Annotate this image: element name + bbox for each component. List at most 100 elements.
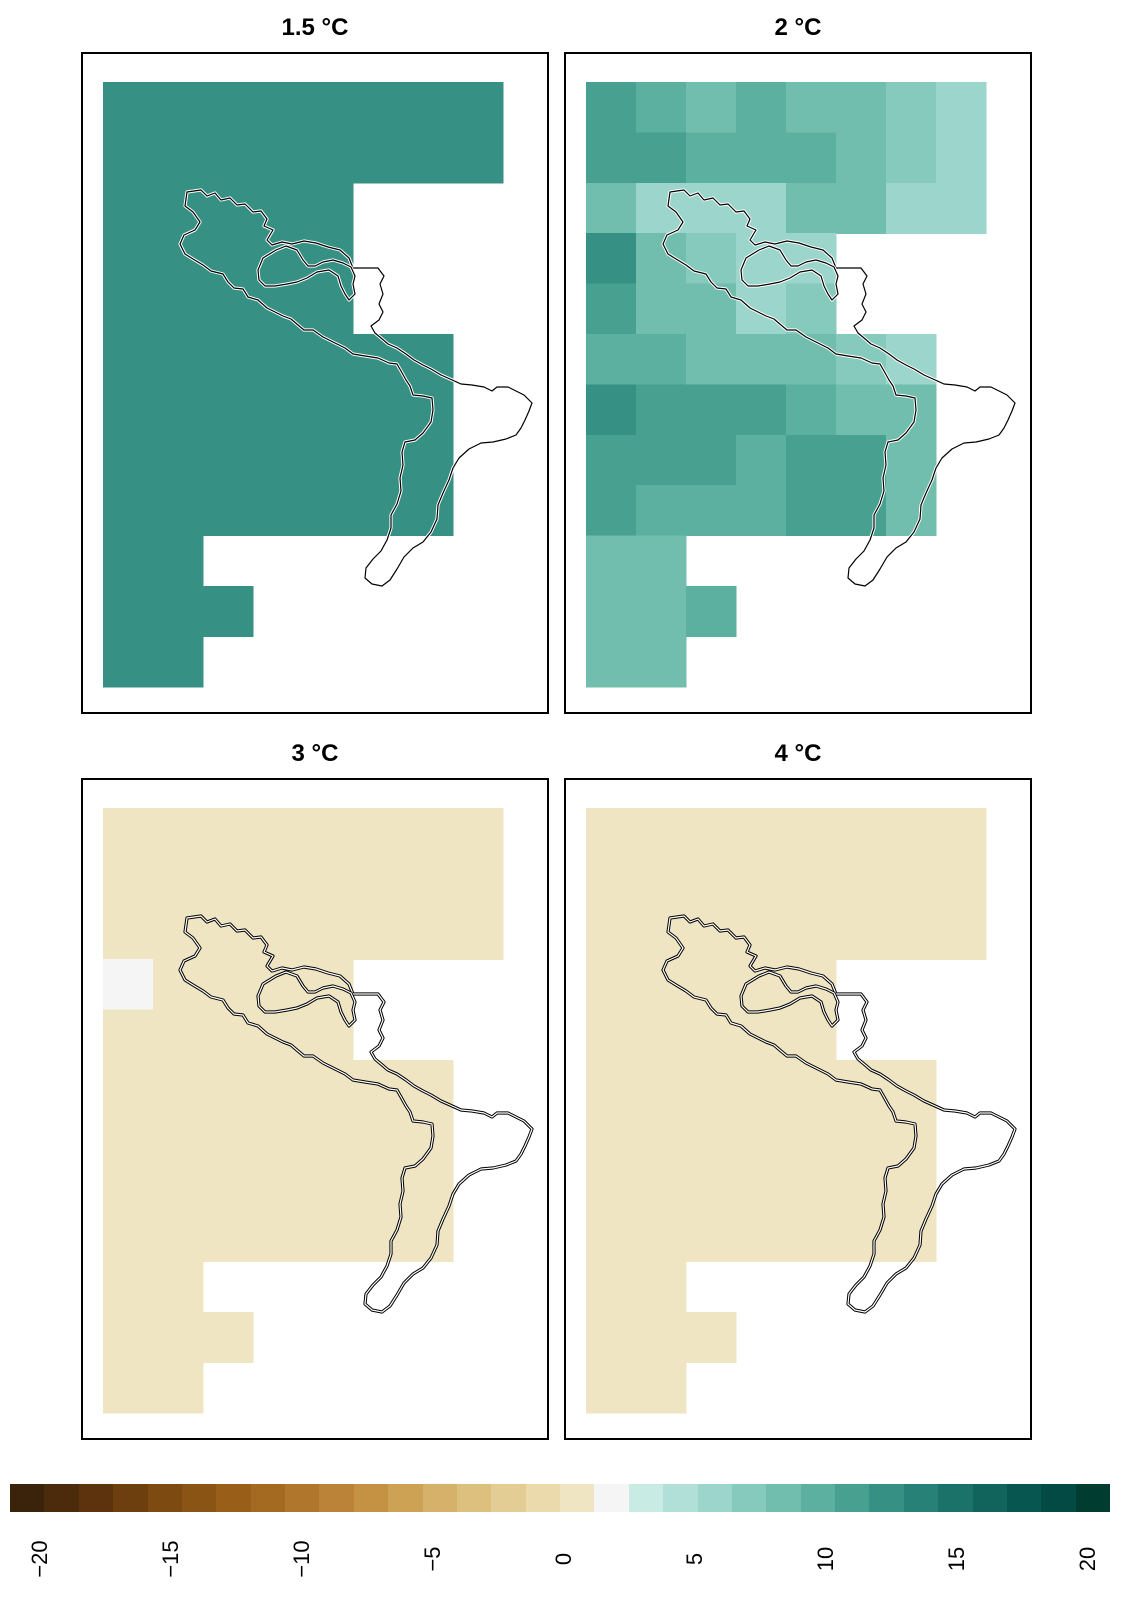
grid-cell <box>936 858 987 910</box>
grid-cell <box>303 808 354 859</box>
grid-cell <box>586 283 637 335</box>
grid-cell <box>686 182 737 234</box>
grid-cell <box>786 1110 837 1162</box>
grid-cell <box>103 1160 154 1212</box>
grid-cell <box>936 182 987 234</box>
map-svg-1 <box>103 82 534 688</box>
colorbar-swatch <box>181 1484 217 1512</box>
grid-cell <box>103 636 154 688</box>
grid-cell <box>153 1110 204 1162</box>
grid-cell <box>153 1312 204 1363</box>
grid-cell <box>303 1211 354 1263</box>
grid-cell <box>253 1060 304 1111</box>
grid-cells <box>586 808 987 1414</box>
grid-cell <box>836 858 887 910</box>
grid-cell <box>886 434 937 486</box>
grid-cell <box>303 1060 354 1111</box>
colorbar-swatch <box>800 1484 835 1512</box>
grid-cell <box>586 434 637 486</box>
grid-cell <box>886 485 937 537</box>
colorbar-swatch <box>113 1484 148 1512</box>
colorbar-swatch <box>1041 1484 1076 1512</box>
grid-cells <box>586 82 987 688</box>
grid-cell <box>786 1160 837 1212</box>
grid-cell <box>103 283 154 335</box>
grid-cell <box>936 82 987 133</box>
colorbar-swatch <box>903 1484 939 1512</box>
grid-cell <box>586 1362 637 1414</box>
grid-cell <box>936 808 987 859</box>
grid-cell <box>836 485 887 537</box>
panel-title-1: 1.5 °C <box>281 14 349 41</box>
grid-cell <box>203 82 254 133</box>
grid-cell <box>786 908 837 960</box>
grid-cell <box>253 233 304 285</box>
grid-cells <box>103 82 504 688</box>
grid-cell <box>836 808 887 859</box>
grid-cell <box>686 858 737 910</box>
grid-cell <box>203 1211 254 1263</box>
grid-cell <box>153 586 204 637</box>
grid-cell <box>686 959 737 1011</box>
panel-title-4: 4 °C <box>774 740 822 767</box>
grid-cell <box>153 1362 204 1414</box>
grid-cell <box>636 586 687 637</box>
grid-cell <box>103 1009 154 1061</box>
colorbar-tick-8: 15 <box>944 1546 969 1572</box>
colorbar-swatch <box>491 1484 526 1512</box>
grid-cell <box>686 808 737 859</box>
grid-cell <box>403 1160 454 1212</box>
grid-cell <box>586 1261 637 1313</box>
map-panel-4 <box>564 778 1032 1440</box>
grid-cell <box>253 808 304 859</box>
grid-cell <box>103 959 154 1011</box>
grid-cell <box>836 1110 887 1162</box>
colorbar-swatch <box>835 1484 870 1512</box>
grid-cell <box>153 1009 204 1061</box>
grid-cell <box>586 1060 637 1111</box>
grid-cell <box>736 82 787 133</box>
grid-cell <box>103 908 154 960</box>
grid-cell <box>203 808 254 859</box>
colorbar-tick-2: −15 <box>158 1540 183 1578</box>
colorbar-swatch <box>731 1484 767 1512</box>
colorbar-tick-6: 5 <box>682 1552 707 1566</box>
colorbar-tick-5: 0 <box>551 1552 576 1566</box>
grid-cell <box>203 485 254 537</box>
grid-cell <box>636 283 687 335</box>
grid-cell <box>786 808 837 859</box>
grid-cell <box>836 82 887 133</box>
grid-cell <box>586 1312 637 1363</box>
grid-cell <box>636 1110 687 1162</box>
grid-cell <box>203 959 254 1011</box>
grid-cell <box>303 434 354 486</box>
grid-cell <box>153 636 204 688</box>
colorbar-swatch <box>456 1484 492 1512</box>
grid-cell <box>686 908 737 960</box>
grid-cell <box>636 233 687 285</box>
grid-cell <box>403 485 454 537</box>
grid-cell <box>253 334 304 385</box>
grid-cell <box>303 858 354 910</box>
grid-cell <box>786 334 837 385</box>
grid-cell <box>203 908 254 960</box>
grid-cell <box>253 858 304 910</box>
colorbar-swatch <box>216 1484 251 1512</box>
grid-cell <box>636 1362 687 1414</box>
grid-cell <box>453 908 504 960</box>
grid-cell <box>253 959 304 1011</box>
grid-cell <box>836 908 887 960</box>
grid-cell <box>636 132 687 184</box>
grid-cell <box>253 82 304 133</box>
grid-cell <box>686 1160 737 1212</box>
grid-cell <box>686 132 737 184</box>
grid-cell <box>253 182 304 234</box>
grid-cell <box>786 283 837 335</box>
colorbar-tick-3: −10 <box>289 1540 314 1578</box>
grid-cell <box>836 1160 887 1212</box>
grid-cell <box>303 1110 354 1162</box>
grid-cell <box>636 384 687 436</box>
grid-cell <box>353 384 404 436</box>
grid-cell <box>253 908 304 960</box>
inland-water-outline-inner <box>257 245 356 301</box>
